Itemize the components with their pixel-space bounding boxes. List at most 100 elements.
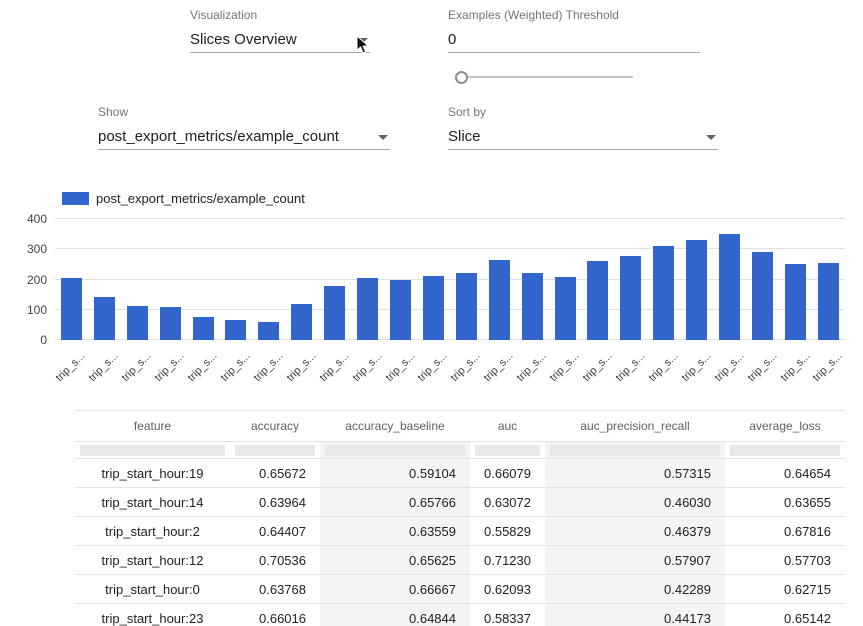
chart-bar-20[interactable] xyxy=(719,233,741,340)
filter-cell xyxy=(725,441,845,459)
column-header-auc[interactable]: auc xyxy=(470,410,545,442)
x-tick-label: trip_s... xyxy=(810,350,845,384)
column-header-feature[interactable]: feature xyxy=(75,410,230,442)
metric-cell: 0.71230 xyxy=(470,545,545,575)
x-tick-label: trip_s... xyxy=(383,350,418,384)
x-tick-label: trip_s... xyxy=(547,350,582,384)
chart-bar-7[interactable] xyxy=(291,303,313,340)
slider-handle[interactable] xyxy=(455,71,468,84)
visualization-value: Slices Overview xyxy=(190,31,297,48)
x-tick-label: trip_s... xyxy=(712,350,747,384)
chart-bar-1[interactable] xyxy=(93,296,115,340)
chart-bar-13[interactable] xyxy=(488,259,510,340)
x-tick-label: trip_s... xyxy=(53,350,88,384)
example-count-bar-chart: 0 100 200 300 400 trip_s... trip_s... trip_s..… xyxy=(27,212,845,384)
x-tick-label: trip_s... xyxy=(185,350,220,384)
chart-bar-9[interactable] xyxy=(357,278,379,340)
column-header-accuracy_baseline[interactable]: accuracy_baseline xyxy=(320,410,470,442)
filter-cell xyxy=(545,441,725,459)
x-tick-label: trip_s... xyxy=(580,350,615,384)
metric-cell: 0.42289 xyxy=(545,574,725,604)
column-header-accuracy[interactable]: accuracy xyxy=(230,410,320,442)
visualization-dropdown[interactable]: Slices Overview xyxy=(190,29,370,53)
x-tick-label: trip_s... xyxy=(448,350,483,384)
chart-bar-23[interactable] xyxy=(817,262,839,340)
filter-cell xyxy=(320,441,470,459)
filter-input-auc_precision_recall[interactable] xyxy=(550,444,720,456)
column-header-auc_precision_recall[interactable]: auc_precision_recall xyxy=(545,410,725,442)
gridline-100 xyxy=(55,308,845,310)
filter-input-feature[interactable] xyxy=(80,444,225,456)
sortby-dropdown[interactable]: Slice xyxy=(448,126,718,150)
feature-cell: trip_start_hour:12 xyxy=(75,545,230,575)
metric-cell: 0.70536 xyxy=(230,545,320,575)
filter-cell xyxy=(75,441,230,459)
chart-bar-19[interactable] xyxy=(686,239,708,340)
sortby-value: Slice xyxy=(448,128,481,145)
chart-bar-14[interactable] xyxy=(521,273,543,340)
chart-bar-10[interactable] xyxy=(390,279,412,340)
slider-track[interactable] xyxy=(455,76,633,78)
threshold-input[interactable]: 0 xyxy=(448,29,700,53)
chart-bar-5[interactable] xyxy=(225,320,247,340)
threshold-control: Examples (Weighted) Threshold 0 xyxy=(448,8,700,53)
threshold-slider[interactable] xyxy=(455,70,633,84)
chart-bar-3[interactable] xyxy=(159,307,181,340)
feature-cell: trip_start_hour:19 xyxy=(75,458,230,488)
gridline-200 xyxy=(55,278,845,280)
metric-cell: 0.63072 xyxy=(470,487,545,517)
chevron-down-icon[interactable] xyxy=(706,135,716,140)
chart-bar-4[interactable] xyxy=(192,317,214,340)
bar-plot xyxy=(55,219,845,340)
chart-bar-12[interactable] xyxy=(455,272,477,340)
chevron-down-icon[interactable] xyxy=(378,135,388,140)
legend-swatch xyxy=(62,192,89,205)
metric-cell: 0.63559 xyxy=(320,516,470,546)
visualization-label: Visualization xyxy=(190,8,258,22)
y-tick-label: 300 xyxy=(26,242,47,257)
show-value: post_export_metrics/example_count xyxy=(98,128,339,145)
x-tick-label: trip_s... xyxy=(218,350,253,384)
feature-cell: trip_start_hour:2 xyxy=(75,516,230,546)
show-dropdown[interactable]: post_export_metrics/example_count xyxy=(98,126,390,150)
x-tick-label: trip_s... xyxy=(284,350,319,384)
chart-bar-11[interactable] xyxy=(422,275,444,340)
table-filter-row xyxy=(75,441,845,459)
legend-label: post_export_metrics/example_count xyxy=(96,191,305,206)
table-row: trip_start_hour:19 0.65672 0.59104 0.66079 0… xyxy=(75,458,845,488)
y-tick-label: 400 xyxy=(26,212,47,226)
metric-cell: 0.57907 xyxy=(545,545,725,575)
feature-cell: trip_start_hour:0 xyxy=(75,574,230,604)
chart-bar-2[interactable] xyxy=(126,306,148,340)
feature-cell: trip_start_hour:14 xyxy=(75,487,230,517)
x-tick-label: trip_s... xyxy=(119,350,154,384)
table-body: trip_start_hour:19 0.65672 0.59104 0.66079 0… xyxy=(75,458,845,626)
metric-cell: 0.55829 xyxy=(470,516,545,546)
metric-cell: 0.66079 xyxy=(470,458,545,488)
filter-input-auc[interactable] xyxy=(475,444,540,456)
chart-bar-21[interactable] xyxy=(751,252,773,340)
chart-bar-17[interactable] xyxy=(620,255,642,340)
chart-bar-0[interactable] xyxy=(60,278,82,340)
mouse-cursor-icon xyxy=(356,35,370,54)
chart-bar-18[interactable] xyxy=(653,245,675,340)
threshold-value: 0 xyxy=(448,31,457,48)
filter-input-accuracy_baseline[interactable] xyxy=(325,444,465,456)
y-tick-label: 200 xyxy=(26,272,47,287)
metric-cell: 0.66016 xyxy=(230,603,320,626)
threshold-label: Examples (Weighted) Threshold xyxy=(448,8,619,22)
filter-cell xyxy=(470,441,545,459)
table-row: trip_start_hour:14 0.63964 0.65766 0.63072 0… xyxy=(75,487,845,517)
x-tick-label: trip_s... xyxy=(317,350,352,384)
filter-cell xyxy=(230,441,320,459)
column-header-average_loss[interactable]: average_loss xyxy=(725,410,845,442)
chart-bar-8[interactable] xyxy=(324,286,346,340)
chart-bar-16[interactable] xyxy=(587,260,609,340)
filter-input-average_loss[interactable] xyxy=(730,444,840,456)
chart-bar-6[interactable] xyxy=(258,321,280,340)
chevron-down-icon[interactable] xyxy=(358,38,368,43)
metric-cell: 0.57315 xyxy=(545,458,725,488)
chart-bar-15[interactable] xyxy=(554,277,576,340)
filter-input-accuracy[interactable] xyxy=(235,444,315,456)
chart-bar-22[interactable] xyxy=(784,263,806,340)
